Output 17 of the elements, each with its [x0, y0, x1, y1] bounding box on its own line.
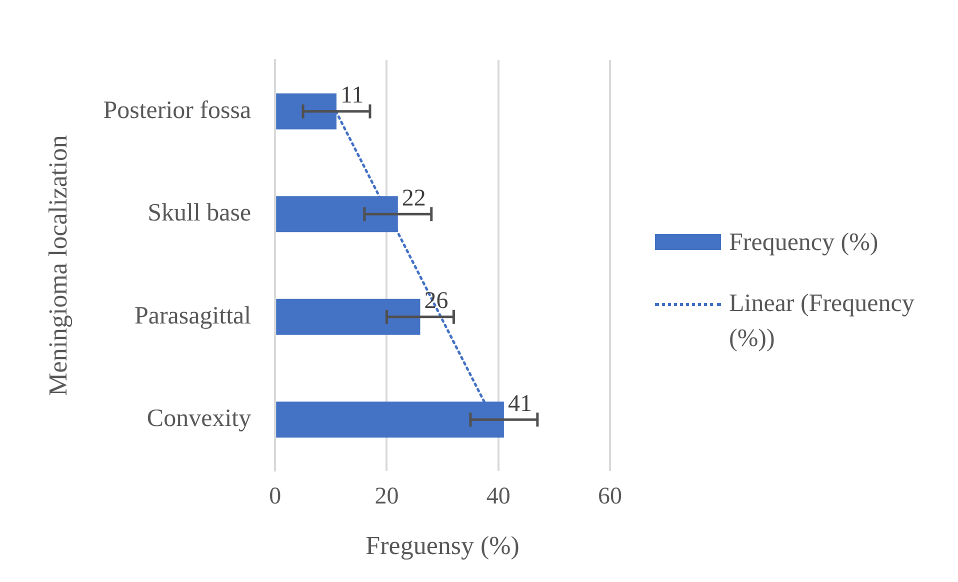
legend-label: Frequency (%): [729, 228, 878, 258]
x-tick-label: 0: [269, 484, 282, 510]
y-tick-label: Posterior fossa: [103, 96, 252, 124]
y-tick-label: Convexity: [146, 405, 252, 432]
y-tick-label: Skull base: [148, 200, 252, 227]
data-label: 41: [508, 390, 532, 417]
data-label: 11: [340, 82, 364, 109]
x-tick-label: 20: [374, 484, 399, 510]
data-label: 22: [402, 185, 426, 212]
x-axis-title: Freguensy (%): [366, 531, 520, 560]
data-label: 26: [424, 288, 448, 314]
x-tick-label: 40: [486, 484, 510, 510]
x-tick-label: 60: [598, 484, 622, 510]
bar: [276, 298, 420, 335]
y-tick-label: Parasagittal: [134, 302, 252, 330]
legend-label: Linear (Frequency (%)): [729, 289, 916, 354]
y-axis-title: Meningioma localization: [43, 135, 72, 396]
